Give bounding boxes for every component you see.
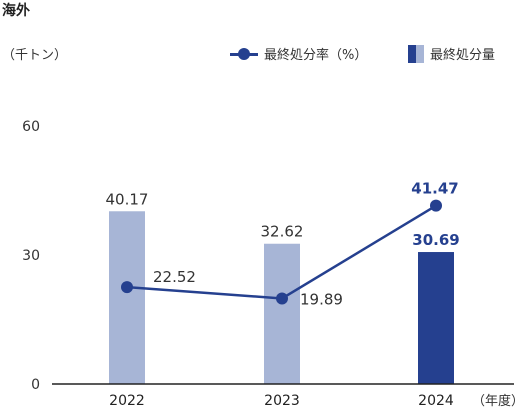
rate-point — [276, 292, 288, 305]
y-tick-label: 60 — [22, 119, 40, 135]
bar-swatch-icon — [408, 44, 424, 63]
rate-value-label: 22.52 — [153, 268, 196, 286]
bar-swatch-current — [408, 44, 416, 63]
bar-value-label: 32.62 — [261, 223, 304, 241]
y-tick-label: 0 — [31, 377, 40, 393]
bar-value-label: 40.17 — [106, 190, 149, 208]
bar — [418, 252, 454, 384]
line-marker-icon — [230, 47, 258, 61]
x-tick-label: 2024 — [418, 393, 454, 408]
legend-item-amount: 最終処分量 — [408, 44, 495, 63]
bar-value-label: 30.69 — [412, 231, 459, 249]
unit-label: （千トン） — [2, 48, 68, 63]
rate-point — [121, 281, 133, 294]
x-tick-label: 2022 — [109, 393, 145, 408]
legend-item-rate: 最終処分率（%） — [230, 44, 367, 63]
bar — [109, 211, 145, 384]
legend-rate-label: 最終処分率（%） — [264, 48, 368, 63]
x-unit-label: （年度） — [472, 393, 520, 408]
rate-point — [430, 199, 442, 212]
bar-swatch-previous — [416, 44, 424, 63]
bar — [264, 243, 300, 384]
rate-value-label: 19.89 — [300, 290, 343, 308]
page-title: 海外 — [2, 3, 30, 19]
y-tick-label: 30 — [22, 248, 40, 264]
x-tick-label: 2023 — [264, 393, 300, 408]
legend-amount-label: 最終処分量 — [430, 48, 496, 63]
rate-value-label: 41.47 — [411, 180, 458, 198]
